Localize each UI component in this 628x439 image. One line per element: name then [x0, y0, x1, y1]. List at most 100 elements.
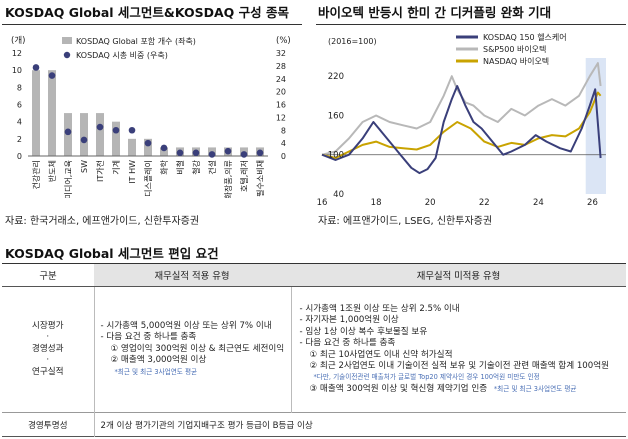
data-point	[80, 136, 88, 144]
left-title-rule	[2, 24, 302, 25]
data-point	[96, 123, 104, 131]
legend-kosdaq-label: KOSDAQ 150 헬스케어	[483, 32, 567, 42]
y-tick-label-left: 8	[17, 83, 22, 92]
bar	[80, 113, 88, 156]
y-tick-label-left: 10	[12, 66, 22, 75]
y-tick-label: 100	[328, 151, 344, 161]
x-tick-label: 화장품,의류	[223, 160, 233, 198]
bar	[160, 147, 168, 156]
legend-bar-label: KOSDAQ Global 포함 개수 (좌축)	[76, 36, 196, 46]
legend-bar-swatch	[62, 37, 72, 44]
x-tick-label: 디스플레이	[143, 160, 153, 197]
highlight-band	[585, 58, 606, 194]
series-line	[321, 91, 602, 159]
requirements-title-rule	[2, 263, 626, 264]
data-point	[64, 128, 72, 136]
criteria-line: - 자기자본 1,000억원 이상	[299, 315, 399, 326]
data-point	[32, 64, 40, 71]
y-tick-label-right: 24	[276, 75, 286, 84]
y-tick-label-right: 0	[281, 152, 286, 161]
row-performance-label: 시장평가 · 경영성과 · 연구실적	[2, 287, 94, 413]
financial-criteria: - 시가총액 5,000억원 이상 또는 상위 7% 이내 - 다음 요건 중 …	[93, 286, 291, 413]
right-title-rule	[316, 24, 626, 25]
x-tick-label: 필수소비재	[255, 160, 265, 197]
y-tick-label-right: 28	[276, 62, 286, 71]
criteria-note: *최근 및 최근 3사업연도 평균	[493, 384, 577, 393]
criteria-note: *최근 및 최근 3사업연도 평균	[114, 367, 198, 376]
y-tick-label-right: 32	[276, 49, 286, 58]
criteria-line: ② 최근 2사업연도 이내 기술이전 실적 보유 및 기술이전 관련 매출액 합…	[309, 360, 610, 371]
criteria-note: *다만, 기술이전관련 매출처가 글로벌 Top20 제약사인 경우 100억원…	[313, 373, 540, 382]
x-tick-label: 20	[425, 198, 436, 206]
x-tick-label: 화학	[159, 159, 169, 174]
y-tick-label-right: 8	[281, 126, 286, 135]
legend-sp500-label: S&P500 바이오텍	[483, 44, 546, 54]
bar	[112, 121, 120, 156]
right-chart-unit: (2016=100)	[328, 37, 377, 46]
legend-dot-label: KOSDAQ 시총 비중 (우축)	[76, 51, 168, 60]
x-tick-label: 호텔,레저	[240, 160, 249, 192]
data-point	[192, 149, 200, 157]
y-tick-label: 220	[328, 72, 344, 82]
data-point	[224, 147, 232, 155]
x-tick-label: 반도체	[47, 160, 57, 182]
x-tick-label: 18	[371, 198, 382, 206]
series-line	[321, 85, 602, 175]
y-tick-label-left: 6	[17, 101, 22, 110]
bar	[32, 70, 40, 156]
requirements-row-transparency: 경영투명성 2개 이상 평가기관의 기업지배구조 평가 등급이 B등급 이상	[2, 412, 626, 437]
criteria-line: - 시가총액 1조원 이상 또는 상위 2.5% 이내	[299, 303, 460, 314]
data-point	[48, 72, 56, 79]
legend-dot-swatch	[63, 51, 71, 59]
label-line: 연구실적	[31, 366, 64, 377]
x-tick-label: 건설	[207, 160, 217, 175]
x-tick-label: 26	[587, 198, 598, 206]
requirements-table: 구분 재무실적 적용 유형 재무실적 미적용 유형 시장평가 · 경영성과 · …	[2, 264, 626, 437]
right-chart-title: 바이오텍 반등시 한미 간 디커플링 완화 기대	[318, 5, 552, 20]
y-tick-label-right: 4	[281, 139, 286, 148]
criteria-line-text: ③ 매출액 300억원 이상 및 혁신형 제약기업 인증	[309, 383, 488, 394]
criteria-line: ② 매출액 3,000억원 이상	[110, 355, 207, 366]
y-tick-label-left: 0	[17, 152, 22, 161]
x-tick-label: IT가전	[95, 160, 105, 182]
x-tick-label: SW	[80, 160, 89, 173]
requirements-row-performance: 시장평가 · 경영성과 · 연구실적 - 시가총액 5,000억원 이상 또는 …	[2, 286, 626, 413]
right-axis-unit: (%)	[276, 36, 291, 46]
data-point	[160, 144, 168, 152]
criteria-line: - 다음 요건 중 하나를 충족	[100, 332, 197, 343]
bar	[48, 70, 56, 156]
y-tick-label-left: 4	[17, 118, 22, 127]
x-tick-label: 미디어,교육	[63, 160, 73, 198]
header-category: 구분	[2, 264, 94, 287]
x-tick-label: 철강	[191, 159, 201, 174]
data-point	[208, 151, 216, 158]
criteria-line: - 시가총액 5,000억원 이상 또는 상위 7% 이내	[100, 320, 272, 331]
y-tick-label: 160	[328, 111, 344, 121]
criteria-line: - 임상 1상 이상 복수 후보물질 보유	[299, 326, 428, 337]
y-tick-label-left: 2	[17, 135, 22, 144]
x-tick-label: 16	[317, 198, 328, 206]
header-nonfinancial: 재무실적 미적용 유형	[291, 264, 626, 287]
y-tick-label-right: 16	[276, 101, 286, 110]
label-line: ·	[46, 355, 50, 366]
row-transparency-text: 2개 이상 평가기관의 기업지배구조 평가 등급이 B등급 이상	[93, 412, 626, 437]
y-tick-label-left: 12	[12, 49, 22, 58]
requirements-title: KOSDAQ Global 세그먼트 편입 요건	[5, 246, 219, 261]
x-tick-label: IT HW	[128, 160, 137, 184]
data-point	[144, 139, 152, 147]
data-point	[112, 126, 120, 134]
criteria-line: - 다음 요건 중 하나를 충족	[299, 338, 396, 349]
data-point	[176, 149, 184, 157]
y-tick-label: 40	[333, 190, 344, 200]
y-tick-label-right: 12	[276, 113, 286, 122]
x-tick-label: 기계	[111, 160, 121, 175]
requirements-header-row: 구분 재무실적 적용 유형 재무실적 미적용 유형	[2, 264, 626, 287]
label-line: ·	[46, 332, 50, 343]
bar	[96, 113, 104, 156]
nonfinancial-criteria: - 시가총액 1조원 이상 또는 상위 2.5% 이내 - 자기자본 1,000…	[290, 286, 626, 413]
series-line	[321, 62, 602, 156]
left-source: 자료: 한국거래소, 에프앤가이드, 신한투자증권	[5, 216, 200, 227]
bar	[128, 138, 136, 156]
data-point	[128, 126, 136, 134]
